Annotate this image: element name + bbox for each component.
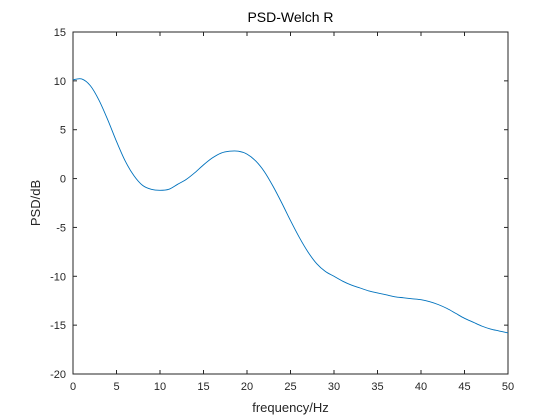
x-tick-label: 50 (502, 381, 514, 393)
x-axis: 0 5 10 15 20 25 30 35 40 45 50 (70, 32, 514, 393)
plot-area (72, 31, 509, 375)
x-tick-label: 20 (241, 381, 253, 393)
x-tick-label: 25 (284, 381, 296, 393)
y-tick-label: -5 (56, 222, 66, 234)
x-tick-label: 40 (415, 381, 427, 393)
x-tick-label: 30 (328, 381, 340, 393)
x-tick-label: 10 (154, 381, 166, 393)
x-tick-label: 35 (371, 381, 383, 393)
y-tick-label: 5 (60, 125, 66, 137)
psd-series-line (72, 78, 509, 334)
y-axis-title: PSD/dB (28, 180, 43, 226)
x-axis-title: frequency/Hz (252, 400, 329, 415)
chart-title: PSD-Welch R (247, 9, 333, 25)
y-tick-label: -15 (50, 320, 66, 332)
y-tick-label: 15 (54, 27, 66, 39)
x-tick-label: 45 (458, 381, 470, 393)
y-tick-label: -10 (50, 271, 66, 283)
y-axis: -20 -15 -10 -5 0 5 10 15 (50, 27, 508, 381)
y-tick-label: 0 (60, 174, 66, 186)
y-tick-label: 10 (54, 76, 66, 88)
series-layer (72, 78, 509, 334)
x-tick-label: 5 (113, 381, 119, 393)
x-tick-label: 15 (197, 381, 209, 393)
x-tick-label: 0 (70, 381, 76, 393)
y-tick-label: -20 (50, 369, 66, 381)
